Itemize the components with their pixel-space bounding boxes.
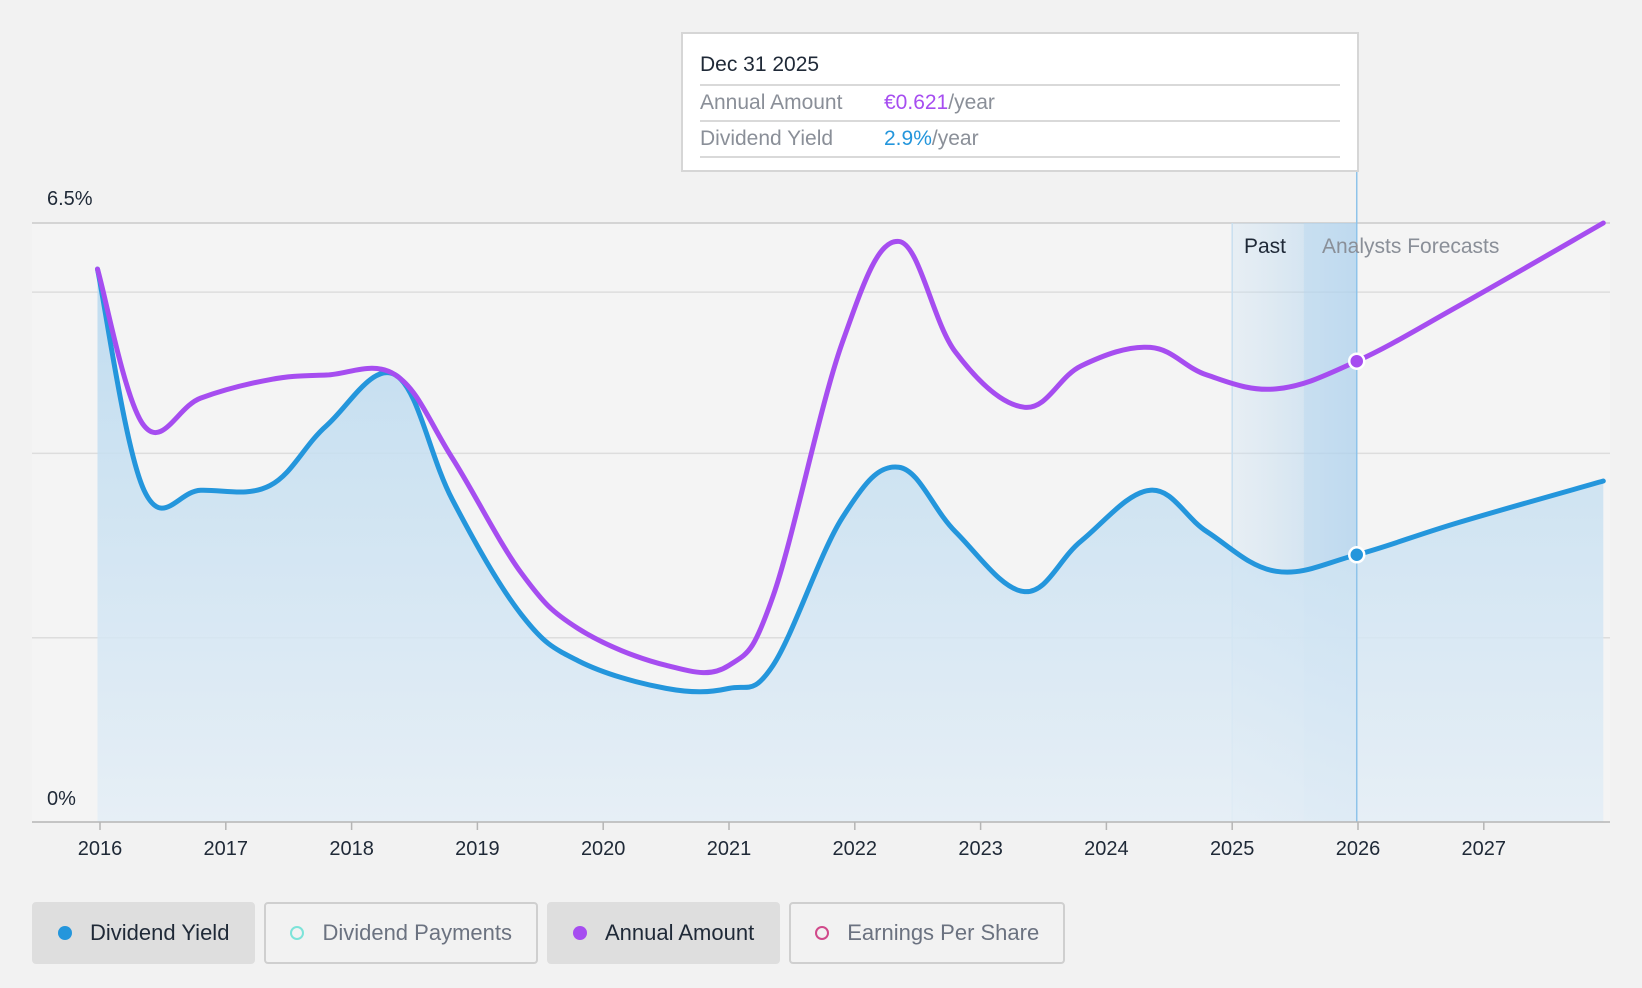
annual-amount-marker	[1347, 352, 1366, 370]
legend-annual-amount-button[interactable]: Annual Amount	[546, 902, 781, 964]
chart-legend: Dividend Yield Dividend Payments Annual …	[32, 902, 1066, 964]
dividend-yield-area	[97, 269, 1604, 823]
chart-tooltip: Dec 31 2025 Annual Amount €0.621 /year D…	[681, 32, 1359, 172]
legend-dividend-payments-button[interactable]: Dividend Payments	[264, 902, 538, 964]
tooltip-value: €0.621	[884, 91, 949, 114]
x-tick-label: 2021	[707, 838, 752, 860]
tooltip-row-annual-amount: Annual Amount €0.621 /year	[700, 86, 1340, 122]
x-tick-label: 2019	[455, 838, 500, 860]
x-tick-label: 2026	[1336, 838, 1381, 860]
x-tick-label: 2027	[1462, 838, 1507, 860]
y-tick-label-top: 6.5%	[47, 188, 93, 210]
past-label: Past	[1244, 235, 1286, 258]
x-tick-label: 2020	[581, 838, 626, 860]
tooltip-unit: /year	[931, 127, 979, 150]
tooltip-value: 2.9%	[884, 127, 932, 150]
legend-dot-icon	[58, 926, 72, 940]
legend-dot-icon	[290, 926, 305, 940]
legend-label: Earnings Per Share	[847, 920, 1040, 945]
x-tick-label: 2017	[204, 838, 249, 860]
legend-label: Dividend Payments	[322, 920, 512, 945]
legend-label: Annual Amount	[604, 920, 755, 945]
x-tick-label: 2023	[958, 838, 1003, 860]
y-tick-label-bottom: 0%	[47, 788, 76, 810]
forecast-label: Analysts Forecasts	[1322, 235, 1499, 258]
dividend-yield-line	[94, 266, 1606, 695]
annual-amount-line	[94, 220, 1606, 676]
legend-dot-icon	[815, 926, 830, 940]
x-tick-label: 2018	[329, 838, 374, 860]
tooltip-date: Dec 31 2025	[700, 50, 1340, 86]
tooltip-row-dividend-yield: Dividend Yield 2.9% /year	[700, 122, 1340, 158]
x-tick-label: 2024	[1084, 838, 1129, 860]
x-tick-label: 2022	[833, 838, 878, 860]
x-tick-label: 2025	[1210, 838, 1255, 860]
tooltip-label: Dividend Yield	[700, 127, 834, 150]
legend-dividend-yield-button[interactable]: Dividend Yield	[32, 902, 256, 964]
tooltip-unit: /year	[948, 91, 995, 114]
legend-dot-icon	[572, 926, 587, 940]
legend-earnings-per-share-button[interactable]: Earnings Per Share	[789, 902, 1066, 964]
legend-label: Dividend Yield	[90, 920, 230, 945]
x-tick-label: 2016	[78, 838, 123, 860]
tooltip-label: Annual Amount	[700, 91, 843, 114]
dividend-yield-marker	[1347, 546, 1366, 564]
